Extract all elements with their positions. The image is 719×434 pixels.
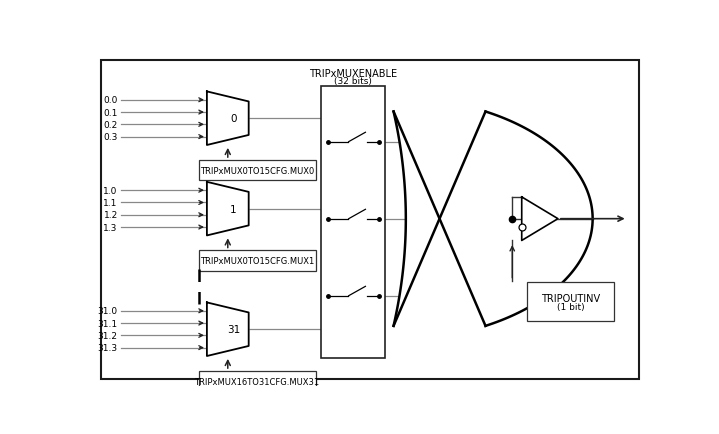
Bar (321, 87, 385, 358)
Polygon shape (522, 197, 558, 241)
Text: 0.1: 0.1 (104, 108, 118, 117)
Text: 1.2: 1.2 (104, 211, 118, 220)
Text: 0.2: 0.2 (104, 121, 118, 129)
Polygon shape (207, 303, 249, 356)
FancyBboxPatch shape (198, 251, 316, 271)
Text: 1.1: 1.1 (104, 198, 118, 207)
Text: 31: 31 (226, 325, 240, 335)
Text: 0.0: 0.0 (104, 96, 118, 105)
Text: 0: 0 (230, 114, 237, 124)
Polygon shape (393, 112, 592, 326)
Text: TRIPxMUX0TO15CFG.MUX0: TRIPxMUX0TO15CFG.MUX0 (200, 166, 314, 175)
Text: 31.1: 31.1 (98, 319, 118, 328)
Text: (1 bit): (1 bit) (557, 302, 585, 311)
Text: TRIPxMUX16TO31CFG.MUX31: TRIPxMUX16TO31CFG.MUX31 (194, 377, 320, 386)
Text: 1.3: 1.3 (104, 223, 118, 232)
FancyBboxPatch shape (198, 161, 316, 181)
Text: 31.3: 31.3 (98, 343, 118, 352)
Text: 31.0: 31.0 (98, 306, 118, 316)
Text: TRIPOUTINV: TRIPOUTINV (541, 293, 600, 303)
Text: 31.2: 31.2 (98, 331, 118, 340)
Bar (527, 283, 614, 321)
Text: 1: 1 (230, 204, 237, 214)
Text: TRIPxMUX0TO15CFG.MUX1: TRIPxMUX0TO15CFG.MUX1 (200, 256, 314, 266)
Polygon shape (207, 182, 249, 236)
Text: 0.3: 0.3 (104, 133, 118, 142)
Text: (32 bits): (32 bits) (334, 76, 372, 85)
Text: TRIPxMUXENABLE: TRIPxMUXENABLE (309, 69, 397, 79)
Text: 1.0: 1.0 (104, 186, 118, 195)
Polygon shape (207, 92, 249, 146)
FancyBboxPatch shape (198, 371, 316, 391)
